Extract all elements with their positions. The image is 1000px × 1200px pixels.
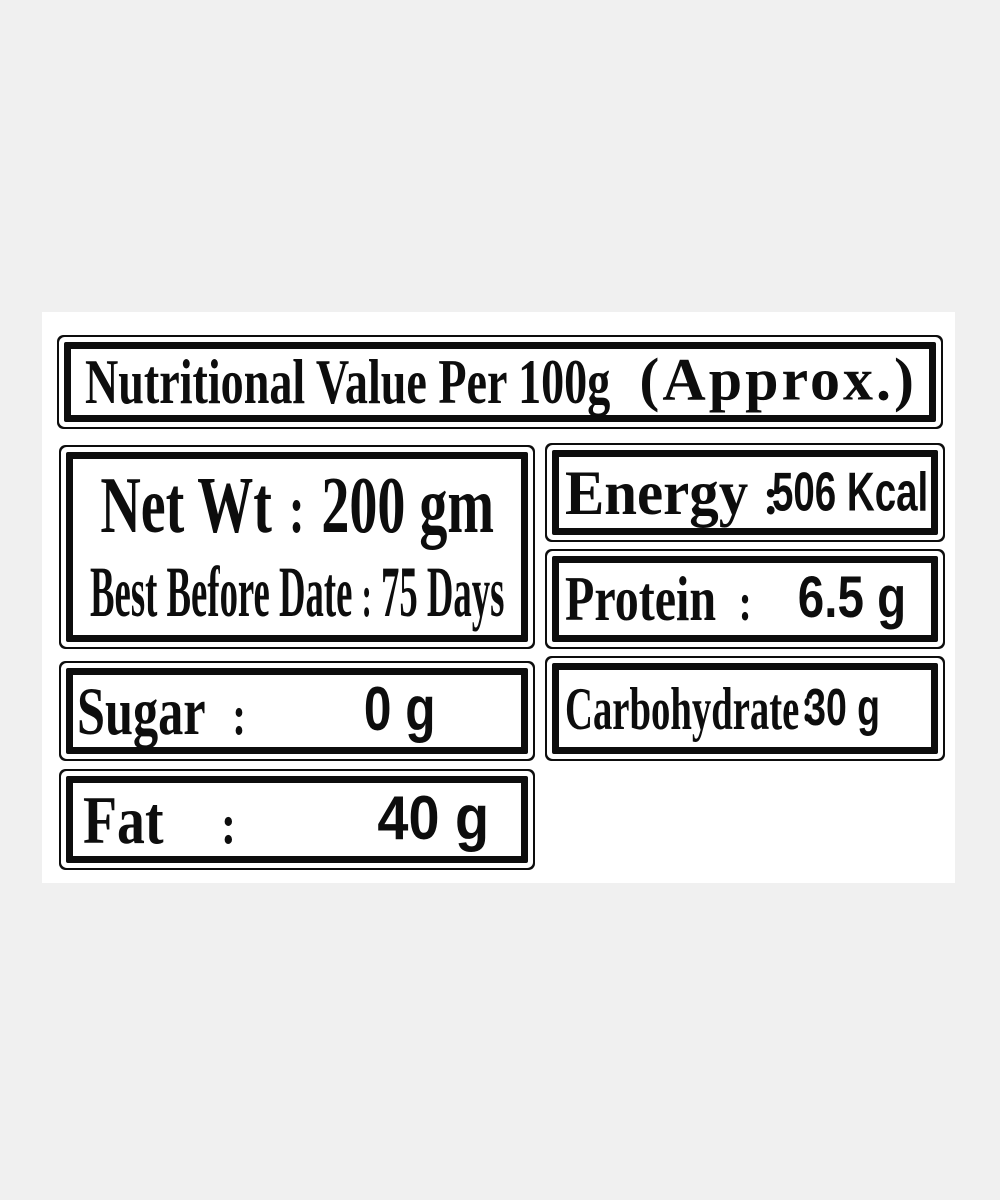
carbohydrate-box: Carbohydrate : 30 g — [552, 663, 938, 754]
approx-text: (Approx.) — [639, 346, 917, 413]
protein-colon: : — [738, 574, 752, 632]
protein-value: 6.5 g — [797, 564, 906, 630]
protein-label-group: Protein : — [565, 567, 752, 631]
sugar-colon: : — [232, 685, 247, 747]
energy-label-group: Energy : — [565, 456, 779, 528]
carbohydrate-label: Carbohydrate — [565, 675, 800, 742]
net-weight-value: 200 gm — [321, 462, 494, 550]
net-weight-line: Net Wt : 200 gm — [73, 466, 521, 546]
best-before-text: Best Before Date : 75 Days — [90, 556, 504, 628]
carbohydrate-colon: : — [801, 676, 813, 732]
protein-box: Protein : 6.5 g — [552, 556, 938, 642]
fat-box: Fat : 40 g — [66, 776, 528, 863]
title-box: Nutritional Value Per 100g (Approx.) — [64, 342, 936, 422]
protein-label: Protein — [565, 563, 717, 634]
fat-colon: : — [220, 793, 237, 856]
sugar-label-group: Sugar : — [77, 677, 246, 745]
net-weight-text: Net Wt : 200 gm — [100, 466, 494, 546]
best-before-line: Best Before Date : 75 Days — [73, 556, 521, 628]
energy-colon: : — [762, 467, 779, 526]
energy-label: Energy — [565, 456, 749, 528]
fat-value: 40 g — [377, 783, 489, 853]
net-weight-box: Net Wt : 200 gm Best Before Date : 75 Da… — [66, 452, 528, 642]
fat-label-group: Fat : — [83, 786, 236, 854]
carbohydrate-value: 30 g — [805, 678, 880, 737]
fat-label: Fat — [83, 781, 164, 858]
carbohydrate-label-group: Carbohydrate : — [565, 679, 812, 739]
sugar-label: Sugar — [77, 673, 206, 749]
energy-box: Energy : 506 Kcal — [552, 450, 938, 535]
best-before-colon: : — [361, 563, 372, 629]
sugar-value: 0 g — [364, 674, 436, 744]
net-weight-colon: : — [288, 471, 305, 547]
nutrition-label: Nutritional Value Per 100g (Approx.) Net… — [42, 312, 955, 883]
best-before-value: 75 Days — [380, 552, 505, 632]
title-text: Nutritional Value Per 100g — [85, 346, 611, 417]
best-before-label: Best Before Date — [89, 552, 353, 632]
sugar-box: Sugar : 0 g — [66, 668, 528, 754]
energy-value: 506 Kcal — [771, 459, 928, 522]
net-weight-label: Net Wt — [100, 462, 272, 550]
